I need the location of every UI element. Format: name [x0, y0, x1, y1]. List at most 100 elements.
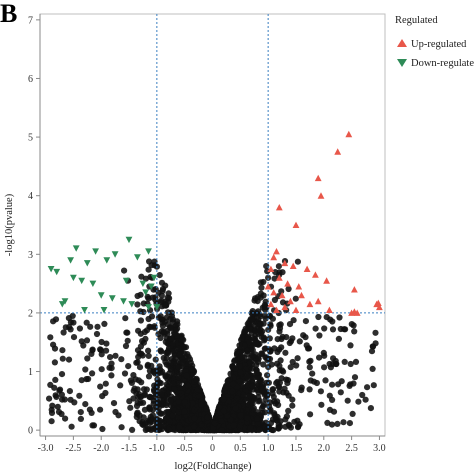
ns-point: [266, 335, 273, 342]
ns-point: [367, 405, 374, 412]
ns-point: [101, 320, 108, 327]
ns-point: [260, 403, 267, 410]
ns-point: [189, 366, 196, 373]
down-regulated-point: [125, 236, 133, 244]
legend-down-icon: [397, 59, 407, 67]
ns-point: [282, 349, 289, 356]
ns-point: [47, 381, 54, 388]
ns-point: [65, 356, 73, 363]
ns-point: [136, 391, 143, 398]
ns-point: [238, 335, 246, 342]
ns-point: [279, 269, 286, 276]
ns-point: [252, 332, 259, 339]
ns-point: [168, 335, 175, 342]
ns-point: [285, 392, 292, 399]
ns-point: [61, 396, 68, 403]
ns-point: [318, 401, 325, 408]
ns-point: [272, 269, 279, 276]
ns-point: [254, 415, 261, 422]
panel-label: B: [0, 0, 17, 28]
ns-point: [243, 373, 251, 380]
ns-point: [307, 411, 314, 418]
ns-point: [281, 385, 288, 392]
ns-point: [59, 355, 66, 362]
ns-point: [306, 364, 313, 371]
ns-point: [48, 409, 56, 416]
ns-point: [322, 377, 329, 384]
ns-point: [290, 317, 297, 324]
ns-point: [136, 364, 144, 371]
ns-point: [59, 347, 66, 354]
ns-point: [140, 300, 147, 307]
ns-point: [286, 321, 294, 328]
ns-point: [266, 355, 274, 363]
ns-point: [145, 373, 153, 380]
ns-point: [175, 374, 182, 381]
ns-point: [265, 274, 272, 281]
ns-point: [359, 391, 366, 399]
ns-point: [82, 401, 89, 408]
ns-point: [278, 288, 285, 295]
ns-point: [279, 333, 286, 340]
ns-point: [204, 414, 211, 421]
ns-point: [148, 313, 156, 320]
ns-point: [241, 328, 248, 335]
ns-point: [252, 340, 260, 347]
ns-point: [181, 399, 188, 406]
ns-point: [232, 405, 239, 412]
down-regulated-point: [142, 289, 150, 296]
up-regulated-point: [314, 297, 322, 305]
ns-point: [156, 272, 163, 279]
ns-point: [137, 317, 144, 324]
ns-point: [257, 279, 264, 286]
ns-point: [261, 335, 268, 343]
ns-point: [121, 370, 129, 377]
ns-point: [103, 340, 110, 347]
ns-point: [129, 426, 136, 433]
ns-point: [143, 386, 150, 393]
ns-point: [346, 420, 353, 427]
ns-point: [102, 380, 109, 387]
ns-point: [163, 414, 170, 422]
ns-point: [267, 406, 274, 413]
ns-point: [246, 338, 253, 346]
ns-point: [266, 425, 273, 432]
ns-point: [146, 393, 153, 400]
ns-point: [152, 356, 159, 363]
ns-point: [67, 319, 74, 326]
ns-point: [255, 321, 262, 328]
ns-point: [349, 410, 356, 417]
up-regulated-point: [323, 277, 330, 284]
ns-point: [142, 421, 149, 428]
ns-point: [176, 424, 183, 431]
ns-point: [83, 376, 90, 383]
ns-point: [261, 312, 269, 319]
ns-point: [362, 396, 369, 403]
ns-point: [134, 292, 141, 300]
ns-point: [169, 412, 176, 419]
ns-point: [135, 377, 142, 384]
ns-point: [276, 322, 283, 329]
ns-point: [89, 422, 96, 429]
up-regulated-point: [317, 192, 325, 199]
ns-point: [128, 379, 135, 386]
ns-point: [328, 421, 336, 428]
ns-point: [271, 275, 278, 282]
ns-point: [336, 314, 343, 321]
ns-point: [167, 325, 174, 332]
ns-point: [141, 392, 148, 399]
down-regulated-point: [147, 283, 155, 290]
ns-point: [347, 342, 354, 349]
ns-point: [262, 303, 269, 310]
ns-point: [335, 381, 342, 388]
y-tick-label: 4: [28, 191, 33, 202]
ns-point: [158, 391, 165, 398]
ns-point: [315, 313, 322, 321]
ns-point: [191, 406, 198, 414]
ns-point: [145, 266, 152, 273]
ns-point: [332, 360, 340, 368]
up-regulated-point: [284, 280, 291, 287]
ns-point: [164, 309, 172, 316]
ns-point: [259, 386, 266, 393]
ns-point: [320, 349, 327, 356]
